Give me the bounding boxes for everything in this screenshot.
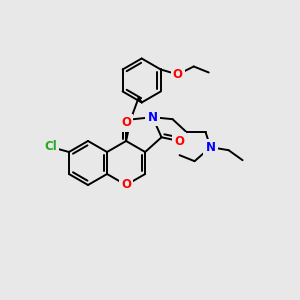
Text: O: O [174,134,184,148]
Text: O: O [121,178,131,191]
Text: O: O [173,68,183,81]
Text: N: N [148,111,158,124]
Text: N: N [206,141,216,154]
Text: O: O [121,116,131,130]
Text: Cl: Cl [45,140,57,154]
